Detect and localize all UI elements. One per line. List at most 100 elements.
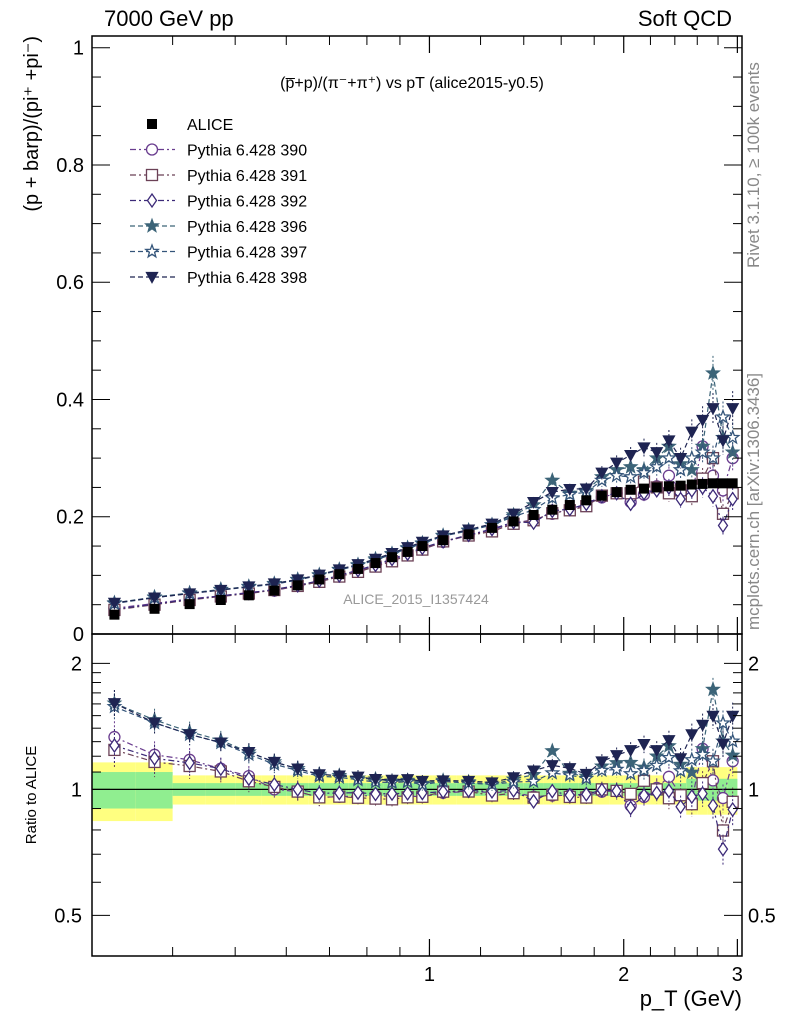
ratio-point — [625, 800, 636, 816]
data-point — [663, 481, 674, 492]
ratio-point — [651, 785, 663, 801]
legend-label: Pythia 6.428 391 — [187, 168, 307, 185]
ratio-tick-label-right: 2 — [748, 653, 759, 675]
y-tick-label: 0.2 — [56, 507, 84, 529]
data-point — [581, 495, 592, 506]
ratio-point — [485, 777, 499, 790]
ratio-point — [715, 714, 731, 730]
data-point — [675, 480, 686, 491]
series-point — [694, 443, 711, 459]
ratio-point — [544, 742, 561, 758]
series-point — [595, 467, 609, 480]
ratio-tick-label: 2 — [71, 653, 82, 675]
series-point — [675, 491, 686, 507]
ratio-point — [638, 787, 650, 803]
data-point — [417, 541, 428, 552]
data-point — [638, 483, 649, 494]
series-point — [716, 435, 730, 448]
data-point — [149, 603, 160, 614]
data-point — [438, 535, 449, 546]
ratio-point — [243, 771, 255, 787]
ratio-point — [686, 789, 698, 805]
ratio-point — [545, 760, 559, 773]
legend-marker-data — [147, 119, 157, 129]
series-line — [114, 407, 734, 604]
ratio-tick-label: 1 — [71, 779, 82, 801]
ratio-tick-label-right: 1 — [748, 779, 759, 801]
ratio-point — [352, 785, 364, 801]
ratio-point — [544, 764, 561, 780]
ratio-tick-label: 0.5 — [54, 905, 82, 927]
series-point — [622, 468, 639, 484]
ratio-point — [694, 746, 711, 762]
ratio-point — [312, 769, 326, 782]
series-point — [650, 447, 664, 460]
data-point — [269, 585, 280, 596]
series-point — [291, 574, 305, 587]
ratio-point — [267, 756, 281, 769]
series-point — [624, 450, 638, 463]
data-point — [387, 552, 398, 563]
ratio-point — [717, 841, 729, 857]
ratio-plot-panel: 0.5 0.5 1 1 2 2 — [54, 633, 776, 957]
x-tick-label: 3 — [732, 964, 743, 986]
legend-label: Pythia 6.428 390 — [187, 143, 307, 160]
header-category-label: Soft QCD — [637, 6, 732, 31]
ratio-point — [437, 784, 449, 800]
ratio-point — [608, 761, 625, 777]
ratio-point — [624, 745, 638, 758]
ratio-point — [660, 749, 677, 765]
ratio-point — [726, 710, 740, 723]
series-point — [705, 364, 721, 380]
ratio-series-line — [114, 689, 734, 786]
series-point — [672, 461, 689, 477]
ratio-point — [436, 775, 450, 788]
ratio-point — [368, 773, 383, 786]
ratio-point — [610, 750, 624, 763]
data-point — [508, 516, 519, 527]
series-point — [608, 467, 625, 483]
ratio-point — [683, 751, 700, 767]
series-point — [695, 414, 710, 427]
ratio-point — [400, 774, 415, 787]
ratio-point — [147, 717, 162, 730]
ratio-point — [332, 770, 346, 783]
data-point — [215, 594, 226, 605]
ratio-point — [525, 773, 542, 789]
series-point — [727, 491, 738, 507]
series-point — [107, 597, 122, 610]
ratio-point — [685, 729, 699, 742]
series-point — [610, 457, 624, 470]
ratio-point — [705, 752, 721, 768]
header-process-label: 7000 GeV pp — [104, 6, 234, 31]
ratio-series-line — [114, 749, 734, 831]
data-point — [611, 487, 622, 498]
ratio-axis-label: Ratio to ALICE — [23, 746, 40, 844]
uncertainty-band-inner — [135, 772, 173, 809]
legend-marker — [144, 243, 160, 259]
data-point — [109, 609, 120, 620]
series-point — [715, 408, 731, 424]
ratio-point — [508, 782, 519, 798]
series-line — [114, 486, 734, 610]
series-point — [726, 403, 740, 416]
legend-label: Pythia 6.428 396 — [187, 219, 307, 236]
y-tick-label: 1 — [73, 38, 84, 60]
data-point — [697, 478, 708, 489]
series-point — [674, 452, 688, 465]
data-point — [596, 490, 607, 501]
data-point — [353, 563, 364, 574]
ratio-point — [462, 775, 476, 788]
ratio-tick-label-right: 0.5 — [748, 905, 776, 927]
ratio-series-line — [114, 702, 734, 784]
series-point — [183, 588, 197, 601]
ratio-point — [579, 768, 593, 781]
data-point — [184, 599, 195, 610]
series-point — [683, 449, 700, 465]
ratio-point — [683, 764, 700, 780]
ratio-point — [697, 786, 708, 802]
series-point — [648, 458, 665, 474]
ratio-point — [595, 756, 609, 769]
series-point — [267, 578, 281, 591]
